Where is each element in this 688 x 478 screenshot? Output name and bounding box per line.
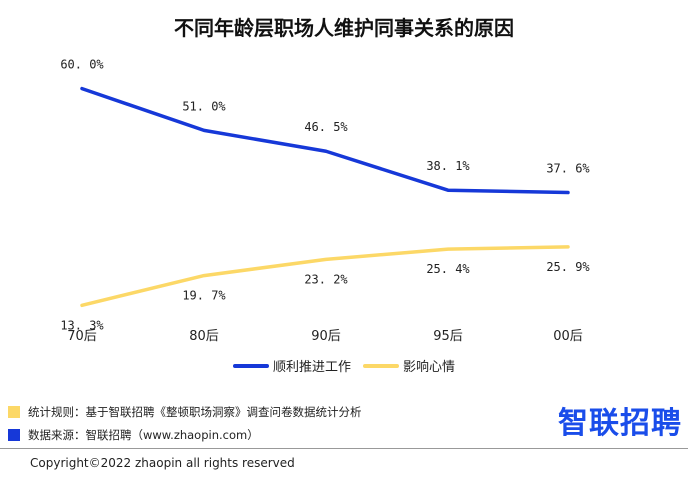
footnotes: 统计规则：基于智联招聘《整顿职场洞察》调查问卷数据统计分析 数据来源：智联招聘（… <box>8 402 362 448</box>
series-line-1 <box>80 86 570 195</box>
data-label: 23. 2% <box>304 272 348 286</box>
legend-swatch-series-2 <box>363 363 399 368</box>
data-label: 25. 9% <box>546 260 590 274</box>
legend-swatch-series-1 <box>232 363 269 368</box>
legend-item-series-2: 影响心情 <box>363 356 455 375</box>
data-label: 25. 4% <box>426 262 470 276</box>
note-source: 数据来源：智联招聘（www.zhaopin.com） <box>8 425 362 445</box>
x-tick-label: 00后 <box>553 329 583 344</box>
series-line-2 <box>80 245 570 308</box>
x-tick-label: 95后 <box>433 329 463 344</box>
x-tick-label: 70后 <box>67 329 97 344</box>
chart-legend: 顺利推进工作 影响心情 <box>0 356 688 375</box>
note-source-text: 数据来源：智联招聘（www.zhaopin.com） <box>28 428 259 442</box>
chart-title: 不同年龄层职场人维护同事关系的原因 <box>174 16 514 40</box>
footer-divider <box>0 448 688 449</box>
x-tick-label: 80后 <box>189 329 219 344</box>
data-label: 51. 0% <box>182 99 226 113</box>
copyright: Copyright©2022 zhaopin all rights reserv… <box>30 456 295 470</box>
data-label: 13. 3% <box>60 318 104 332</box>
line-chart: 60. 0% 51. 0% 46. 5% 38. 1% 37. 6% 13. 3% 19. … <box>60 58 590 344</box>
data-label: 38. 1% <box>426 159 470 173</box>
x-tick-label: 90后 <box>311 329 341 344</box>
note-rule-text: 统计规则：基于智联招聘《整顿职场洞察》调查问卷数据统计分析 <box>28 405 362 419</box>
data-label: 46. 5% <box>304 120 348 134</box>
data-label: 37. 6% <box>546 162 590 176</box>
note-rule: 统计规则：基于智联招聘《整顿职场洞察》调查问卷数据统计分析 <box>8 402 362 422</box>
data-label: 19. 7% <box>182 289 226 303</box>
blue-square-icon <box>8 429 20 441</box>
legend-label-series-2: 影响心情 <box>403 360 456 375</box>
yellow-square-icon <box>8 406 20 418</box>
data-label: 60. 0% <box>60 58 104 72</box>
legend-item-series-1: 顺利推进工作 <box>232 356 351 375</box>
brand-logo: 智联招聘 <box>558 406 682 441</box>
legend-label-series-1: 顺利推进工作 <box>272 360 351 375</box>
